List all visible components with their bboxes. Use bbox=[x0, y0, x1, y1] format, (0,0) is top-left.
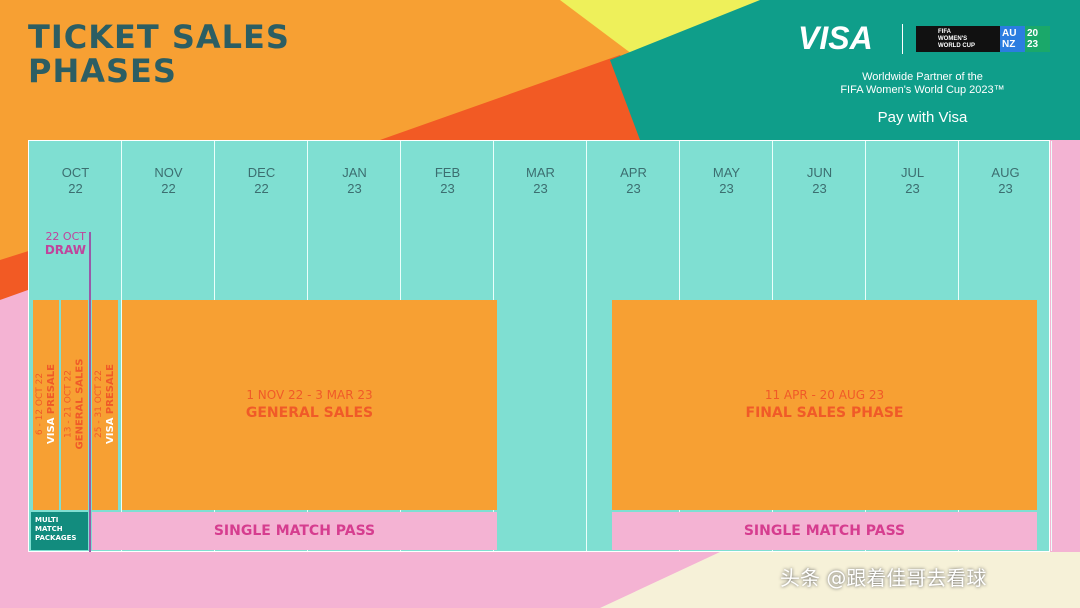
month-label: MAY 23 bbox=[712, 165, 741, 196]
month-label: DEC 22 bbox=[247, 165, 276, 196]
month-label: AUG 23 bbox=[991, 165, 1020, 196]
phase-block-visa-presale-2 bbox=[92, 300, 118, 510]
month-label: JUL 23 bbox=[900, 165, 925, 196]
general-sales-block bbox=[122, 300, 497, 510]
womens-world-cup-logo: FIFA WOMEN'S WORLD CUP AU NZ 20 23 bbox=[916, 26, 1050, 52]
final-sales-label: 11 APR - 20 AUG 23 FINAL SALES PHASE bbox=[745, 388, 904, 421]
month-label: JAN 23 bbox=[342, 165, 367, 196]
tagline: Pay with Visa bbox=[877, 109, 968, 126]
month-label: MAR 23 bbox=[526, 165, 555, 196]
draw-marker-line bbox=[89, 232, 91, 552]
draw-label: 22 OCT DRAW bbox=[44, 230, 86, 257]
month-column: AUG 23 bbox=[959, 141, 1052, 551]
month-label: JUN 23 bbox=[806, 165, 833, 196]
month-column: OCT 22 bbox=[29, 141, 122, 551]
month-label: OCT 22 bbox=[61, 165, 90, 196]
multi-match-packages: MULTI MATCH PACKAGES bbox=[31, 512, 88, 550]
month-column: MAR 23 bbox=[494, 141, 587, 551]
phase-block-visa-presale-1 bbox=[33, 300, 59, 510]
early-phase-label: 6 - 12 OCT 22 VISA PRESALE bbox=[35, 364, 57, 444]
month-label: APR 23 bbox=[620, 165, 647, 196]
final-sales-block bbox=[612, 300, 1037, 510]
partner-text: Worldwide Partner of the FIFA Women's Wor… bbox=[840, 71, 1005, 96]
early-phase-label: 25 - 31 OCT 22 VISA PRESALE bbox=[94, 364, 116, 444]
watermark: 头条 @跟着佳哥去看球 bbox=[780, 566, 987, 590]
divider bbox=[902, 24, 903, 54]
phase-block-general-sales-oct bbox=[61, 300, 88, 510]
month-label: NOV 22 bbox=[154, 165, 183, 196]
general-sales-label: 1 NOV 22 - 3 MAR 23 GENERAL SALES bbox=[245, 388, 374, 421]
page-title: TICKET SALES PHASES bbox=[28, 18, 290, 90]
single-match-pass-1: SINGLE MATCH PASS bbox=[92, 512, 497, 550]
single-match-pass-2: SINGLE MATCH PASS bbox=[612, 512, 1037, 550]
visa-logo: VISA bbox=[798, 20, 873, 56]
month-label: FEB 23 bbox=[434, 165, 461, 196]
early-phase-label: 13 - 21 OCT 22 GENERAL SALES bbox=[63, 358, 86, 450]
